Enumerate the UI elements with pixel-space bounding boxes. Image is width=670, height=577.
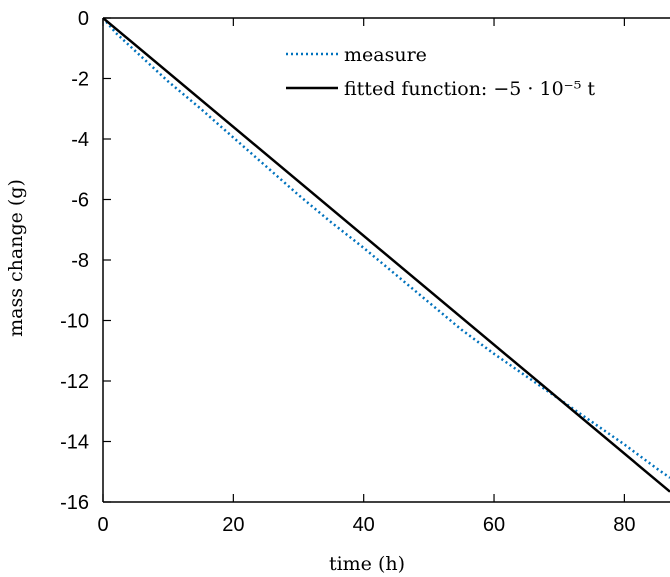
legend-label-fitted: fitted function: −5 · 10⁻⁵ t: [344, 78, 595, 100]
y-tick-label: -16: [60, 492, 89, 514]
series-line-fitted: [103, 18, 670, 493]
x-tick-label: 80: [613, 514, 635, 536]
y-tick-label: -12: [60, 371, 89, 393]
x-tick-label: 40: [353, 514, 375, 536]
axes-layer: 0 20 40 60 80 0 -2 -4 -6 -8 -10 -12 -14 -16: [60, 8, 670, 536]
legend: measure fitted function: −5 · 10⁻⁵ t: [286, 44, 595, 100]
x-tick-label: 0: [97, 514, 108, 536]
y-tick-label: -14: [60, 432, 89, 454]
x-axis-label: time (h): [329, 553, 405, 575]
legend-label-fitted-text: fitted function:: [344, 78, 493, 100]
x-tick-label: 20: [222, 514, 244, 536]
y-tick-label: -4: [71, 129, 89, 151]
series-group: [103, 18, 670, 493]
y-tick-label: -6: [71, 190, 89, 212]
y-tick-label: -8: [71, 250, 89, 272]
plot-layer: [103, 18, 670, 493]
y-tick-label: 0: [78, 8, 89, 30]
y-tick-label: -2: [71, 69, 89, 91]
y-axis-label: mass change (g): [5, 179, 27, 337]
legend-label-measure: measure: [344, 44, 427, 66]
x-tick-label: 60: [483, 514, 505, 536]
y-tick-label: -10: [60, 311, 89, 333]
legend-label-fitted-formula: −5 · 10⁻⁵ t: [493, 78, 595, 100]
